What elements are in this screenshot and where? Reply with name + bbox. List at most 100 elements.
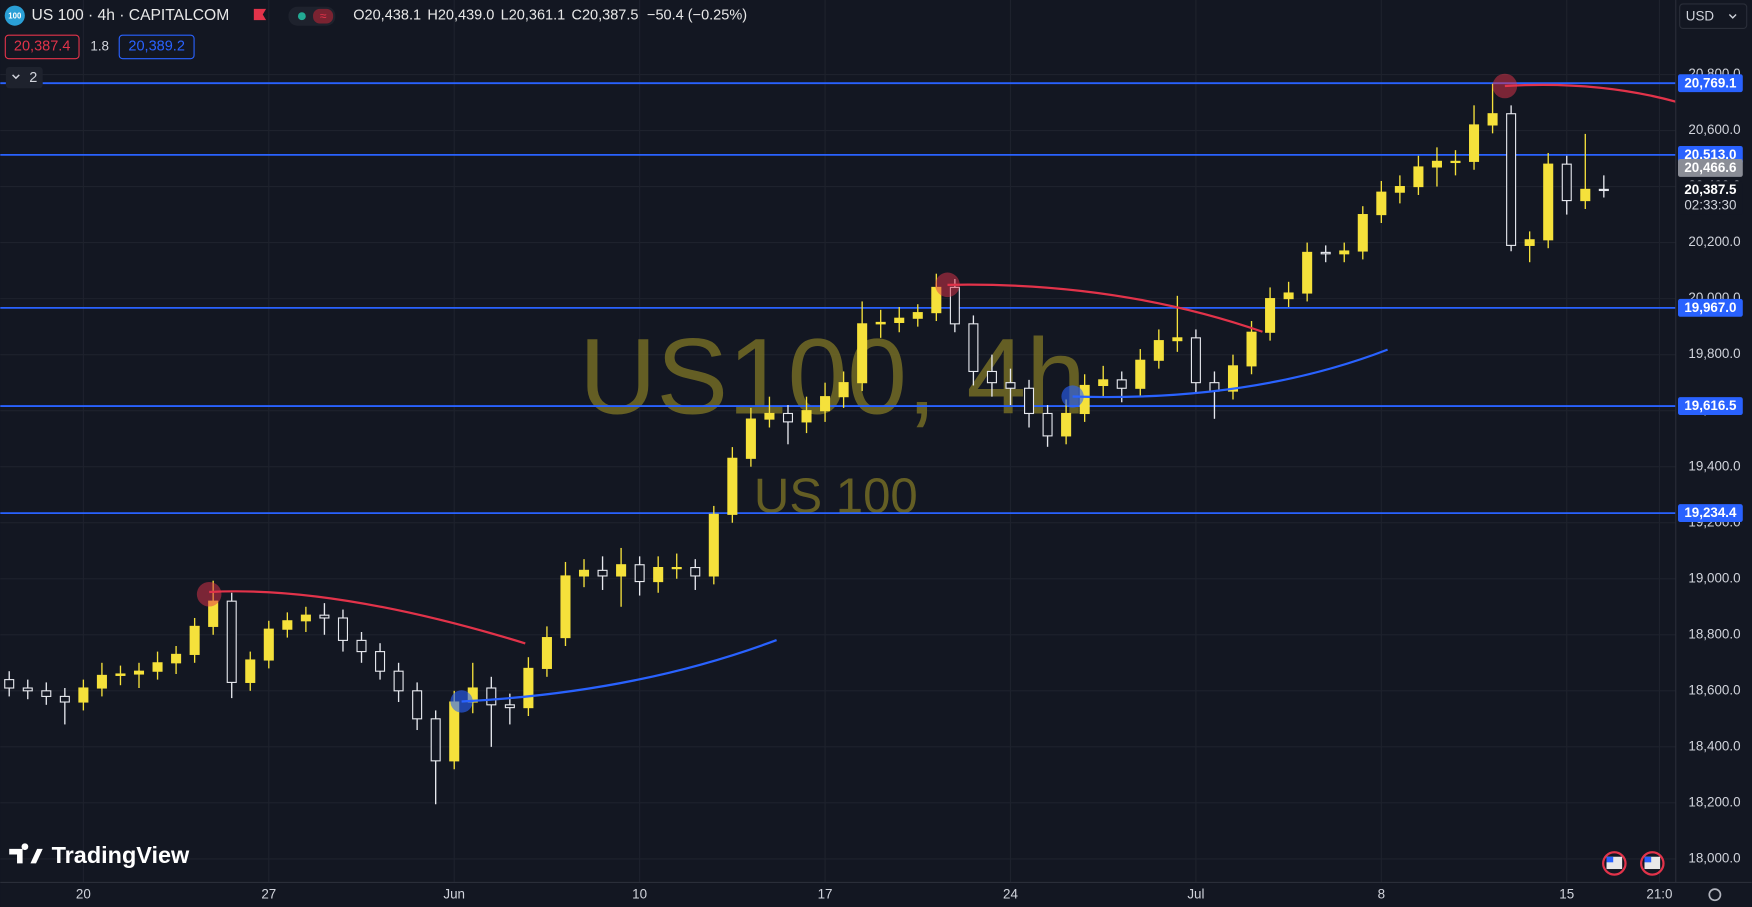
arc [1072, 348, 1388, 399]
candle-body [115, 673, 126, 676]
ask-box[interactable] [118, 34, 195, 60]
candle-body [1172, 337, 1183, 342]
status-icon [313, 8, 334, 24]
candle-body [1024, 387, 1035, 415]
level-tag [1678, 74, 1743, 93]
candle-body [1227, 365, 1239, 392]
candle-body [1524, 239, 1535, 246]
flag-icon[interactable] [253, 8, 267, 21]
ohlc-value: 20,361.1 [509, 7, 566, 23]
x-tick-label: 20 [76, 886, 91, 901]
y-tick-label: 18,200.0 [1688, 794, 1740, 809]
symbol-title[interactable]: US 100 · 4h · CAPITALCOM [32, 7, 230, 24]
level-tag [1678, 298, 1743, 317]
candle-body [1580, 188, 1591, 202]
countdown: 02:33:30 [1684, 197, 1736, 212]
candle-body [393, 670, 404, 692]
flag-canton [1644, 856, 1652, 863]
candle-body [1005, 382, 1016, 389]
level-tag-label: 19,234.4 [1684, 505, 1737, 520]
drawings [196, 73, 1677, 713]
logo[interactable]: TradingView [52, 842, 190, 868]
candle-body [226, 600, 237, 683]
candle-body [59, 695, 70, 703]
level-tag [1678, 504, 1743, 523]
candle-body [504, 704, 515, 709]
x-tick-label: 21:0 [1646, 886, 1672, 901]
price-tags: 20,769.1 20,513.0 19,967.0 19,616.5 19,234.4… [1678, 74, 1743, 523]
candle-body [616, 564, 627, 577]
candle-body [727, 457, 738, 515]
candle-body [1320, 251, 1331, 255]
chevron [12, 74, 20, 80]
grid [0, 0, 1676, 883]
x-tick-label: 10 [632, 886, 647, 901]
level-tag [1678, 397, 1743, 415]
candle-body [690, 566, 701, 577]
arc [947, 283, 1263, 333]
candle-body [894, 317, 905, 323]
candle-body [541, 637, 552, 669]
spread: 1.8 [90, 38, 109, 53]
candle-body [245, 659, 256, 683]
x-tick-label: 8 [1378, 886, 1385, 901]
candle-body [1283, 292, 1294, 300]
candle-body [96, 674, 107, 689]
candle-body [597, 569, 608, 577]
ma-tag-label: 20,466.6 [1684, 160, 1736, 175]
candle-body [708, 513, 719, 577]
x-tick-label: 27 [261, 886, 276, 901]
candle-body [430, 718, 441, 762]
candle-body [1153, 340, 1164, 361]
bid: 20,387.4 [14, 39, 71, 55]
pivot-marker [196, 581, 222, 607]
candle-body [1450, 160, 1461, 164]
settings-icon[interactable] [1708, 888, 1722, 902]
candle-body [1302, 251, 1313, 294]
ask: 20,389.2 [128, 39, 185, 55]
currency-select[interactable] [1679, 3, 1748, 30]
currency: USD [1686, 8, 1715, 23]
candle-body [1339, 250, 1350, 255]
candle-body [189, 625, 200, 655]
y-tick-label: 20,200.0 [1688, 234, 1740, 249]
bid-box[interactable] [4, 34, 80, 60]
candle-body [653, 566, 664, 583]
candle-body [1394, 186, 1405, 193]
candle-body [1190, 337, 1201, 384]
ohlc-value: 20,439.0 [438, 7, 495, 23]
pivot-marker [1492, 73, 1518, 99]
candle-body [560, 575, 571, 639]
candle-body [152, 662, 163, 672]
change: −50.4 (−0.25%) [647, 7, 747, 23]
candle-body [671, 566, 682, 570]
time-axis [0, 882, 1752, 907]
x-tick-label: Jul [1187, 886, 1204, 901]
candle-body [820, 396, 831, 412]
y-tick-label: 20,600.0 [1688, 122, 1740, 137]
candle-body [764, 412, 775, 420]
candle-body [968, 323, 979, 373]
arc [1504, 83, 1677, 103]
levels [0, 82, 1676, 514]
candle-body [634, 564, 645, 583]
candle-body [300, 614, 311, 622]
candle-body [801, 410, 812, 423]
layers-toggle[interactable] [5, 67, 43, 89]
event-flags [1602, 851, 1665, 876]
level-tag-label: 20,769.1 [1684, 75, 1737, 90]
pivot-marker [935, 272, 960, 298]
candle-body [486, 687, 497, 706]
chevron [1728, 14, 1737, 19]
candle-body [78, 687, 89, 703]
candle-body [1246, 331, 1257, 367]
y-tick-label: 18,600.0 [1688, 682, 1740, 697]
ohlc-key: O [353, 7, 364, 23]
x-tick-label: 24 [1003, 886, 1018, 901]
candle-body [4, 679, 15, 689]
level-tag-label: 19,967.0 [1684, 300, 1736, 315]
candle-body [22, 687, 33, 692]
last-price-tag [1678, 181, 1743, 215]
